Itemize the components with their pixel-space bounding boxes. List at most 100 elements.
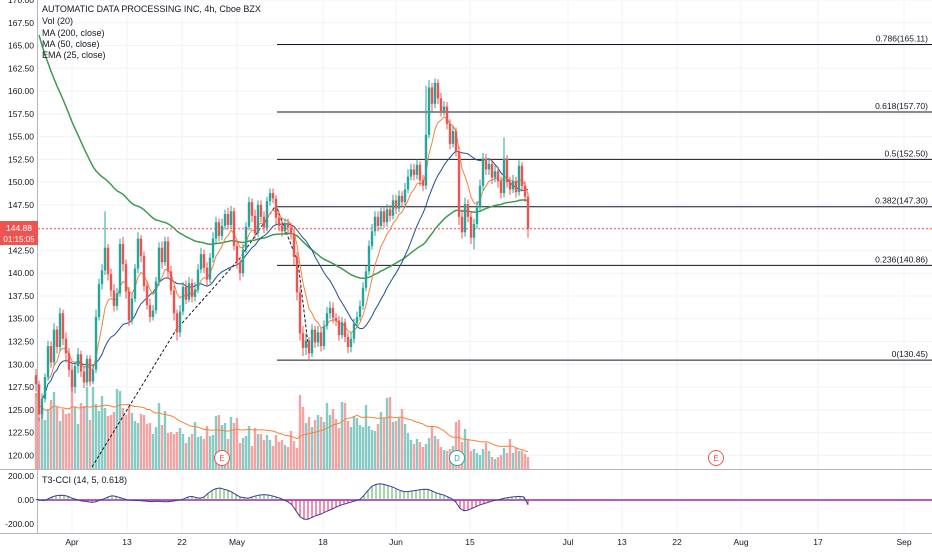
volume-bar: [250, 446, 254, 469]
volume-bar: [166, 433, 170, 469]
volume-bar: [385, 398, 389, 469]
indicator-vol[interactable]: Vol (20): [42, 16, 73, 26]
price-tick-label: 167.50: [8, 18, 34, 28]
dividend-marker[interactable]: D: [449, 450, 465, 466]
time-tick-label: May: [229, 537, 246, 547]
candle-body: [346, 336, 350, 347]
volume-bar: [241, 438, 245, 469]
candle-body: [184, 286, 188, 300]
candle-body: [94, 316, 98, 370]
fibonacci-retracement[interactable]: 0.786(165.11) 0.618(157.70) 0.5(152.50) 0.3…: [277, 34, 932, 361]
volume-bar: [37, 418, 41, 469]
volume-bar: [325, 403, 329, 469]
candle-body: [292, 234, 296, 257]
volume-bar: [76, 424, 80, 469]
volume-bar: [244, 436, 248, 469]
candle-body: [499, 181, 503, 194]
volume-bar: [301, 407, 305, 469]
volume-bar: [463, 429, 467, 469]
candle-body: [43, 377, 47, 399]
candle-body: [268, 193, 272, 202]
volume-bar: [112, 412, 116, 469]
candle-body: [121, 244, 125, 265]
volume-bar: [184, 443, 188, 469]
indicator-ma200[interactable]: MA (200, close): [42, 28, 105, 38]
volume-bar: [418, 442, 422, 469]
candle-body: [193, 289, 197, 297]
candle-body: [301, 333, 305, 348]
fib-level-label: 0.236(140.86): [875, 254, 928, 264]
candle-body: [241, 249, 245, 274]
candle-body: [67, 353, 71, 370]
candle-body: [514, 181, 518, 193]
volume-bar: [406, 433, 410, 469]
volume-bar: [523, 454, 527, 469]
candle-body: [265, 201, 269, 228]
volume-bar: [190, 434, 194, 469]
volume-bar: [271, 446, 275, 469]
volume-bar: [478, 455, 482, 469]
candle-body: [400, 195, 404, 203]
candle-body: [298, 292, 302, 334]
price-tick-label: 162.50: [8, 63, 34, 73]
volume-bar: [400, 409, 404, 469]
earnings-marker-future[interactable]: E: [708, 450, 724, 466]
volume-bar: [454, 422, 458, 469]
candle-body: [214, 222, 218, 239]
volume-bar: [496, 457, 500, 469]
volume-bar: [481, 449, 485, 469]
time-tick-label: 13: [617, 537, 627, 547]
indicator-ema25[interactable]: EMA (25, close): [42, 50, 106, 60]
volume-bar: [172, 434, 176, 469]
time-axis[interactable]: Apr 13 22 May 18 Jun 15 Jul 13 22 Aug 17 Sep: [65, 537, 911, 547]
volume-bar: [235, 418, 239, 469]
volume-bar: [487, 451, 491, 469]
candle-body: [364, 271, 368, 288]
volume-bar: [421, 447, 425, 469]
volume-bar: [508, 439, 512, 469]
volume-bar: [298, 395, 302, 469]
volume-bar: [304, 423, 308, 469]
volume-bar: [118, 391, 122, 469]
candle-body: [130, 298, 134, 321]
volume-bar: [265, 435, 269, 469]
time-tick-label: Apr: [65, 537, 78, 547]
candle-body: [76, 354, 80, 367]
chart-title[interactable]: AUTOMATIC DATA PROCESSING INC, 4h, Cboe …: [42, 4, 261, 14]
volume-bar: [148, 423, 152, 469]
indicator-t3-cci[interactable]: T3-CCI (14, 5, 0.618): [42, 475, 127, 485]
candle-body: [229, 211, 233, 225]
earnings-marker[interactable]: E: [214, 450, 230, 466]
ma200-line: [38, 34, 529, 280]
candle-body: [40, 398, 44, 415]
candle-body: [208, 257, 212, 280]
cci-axis[interactable]: 200.00 0.00 -200.00: [5, 471, 34, 529]
volume-bar: [145, 424, 149, 469]
candle-body: [472, 224, 476, 238]
volume-bar: [97, 411, 101, 469]
candle-body: [166, 241, 170, 272]
volume-bar: [82, 406, 86, 469]
candle-body: [307, 340, 311, 354]
candlestick-series: [34, 78, 530, 421]
candle-body: [163, 241, 167, 263]
volume-bar: [151, 434, 155, 469]
candle-body: [106, 247, 110, 275]
candle-body: [286, 223, 290, 228]
volume-bar: [115, 389, 119, 469]
candle-body: [178, 311, 182, 333]
candle-body: [199, 254, 203, 270]
candle-body: [145, 285, 149, 306]
candle-body: [295, 256, 299, 293]
volume-bar: [277, 442, 281, 469]
candle-body: [484, 158, 488, 170]
volume-bar: [391, 422, 395, 469]
indicator-ma50[interactable]: MA (50, close): [42, 39, 100, 49]
price-axis[interactable]: 120.00 122.50 125.00 127.50 130.00 132.50 135.…: [8, 0, 34, 460]
candle-body: [220, 225, 224, 236]
candle-body: [439, 98, 443, 112]
volume-bar: [430, 427, 434, 469]
volume-bar: [178, 428, 182, 469]
candle-body: [382, 211, 386, 223]
